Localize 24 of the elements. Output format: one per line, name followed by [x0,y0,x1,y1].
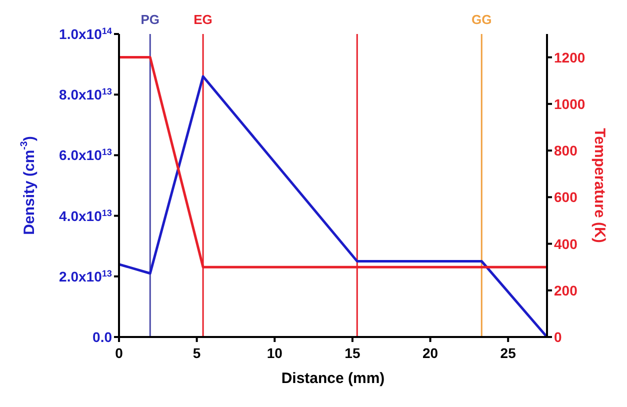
y-tick-label: 8.0x10$^{13}$ [59,86,112,103]
y2-tick-label: 400 [554,236,578,252]
y2-tick-label: 0 [554,329,562,345]
x-tick-label: 20 [422,345,438,361]
ref-line-label: EG [194,12,212,27]
x-tick-label: 25 [500,345,516,361]
y2-axis-title: Temperature (K) [591,128,608,243]
x-tick-label: 5 [192,345,201,361]
y2-tick-label: 800 [554,142,578,159]
y-tick-label: 6.0x10$^{13}$ [59,147,112,164]
y-tick-label: 0.0 [92,329,112,345]
y2-tick-label: 200 [554,282,578,298]
ref-line-label: GG [472,12,492,27]
x-tick-label: 15 [344,345,360,361]
y-tick-label: 1.0x10$^{14}$ [59,26,113,42]
y2-tick-label: 1000 [554,96,586,112]
y2-tick-label: 600 [554,189,578,206]
y2-tick-label: 1200 [554,49,586,66]
x-tick-label: 0 [115,345,124,361]
y-tick-label: 4.0x10$^{13}$ [59,208,112,224]
ref-line-label: PG [140,12,160,27]
x-axis-title: Distance (mm) [281,370,385,387]
y-tick-label: 2.0x10$^{13}$ [59,268,112,284]
x-tick-label: 10 [266,345,283,361]
